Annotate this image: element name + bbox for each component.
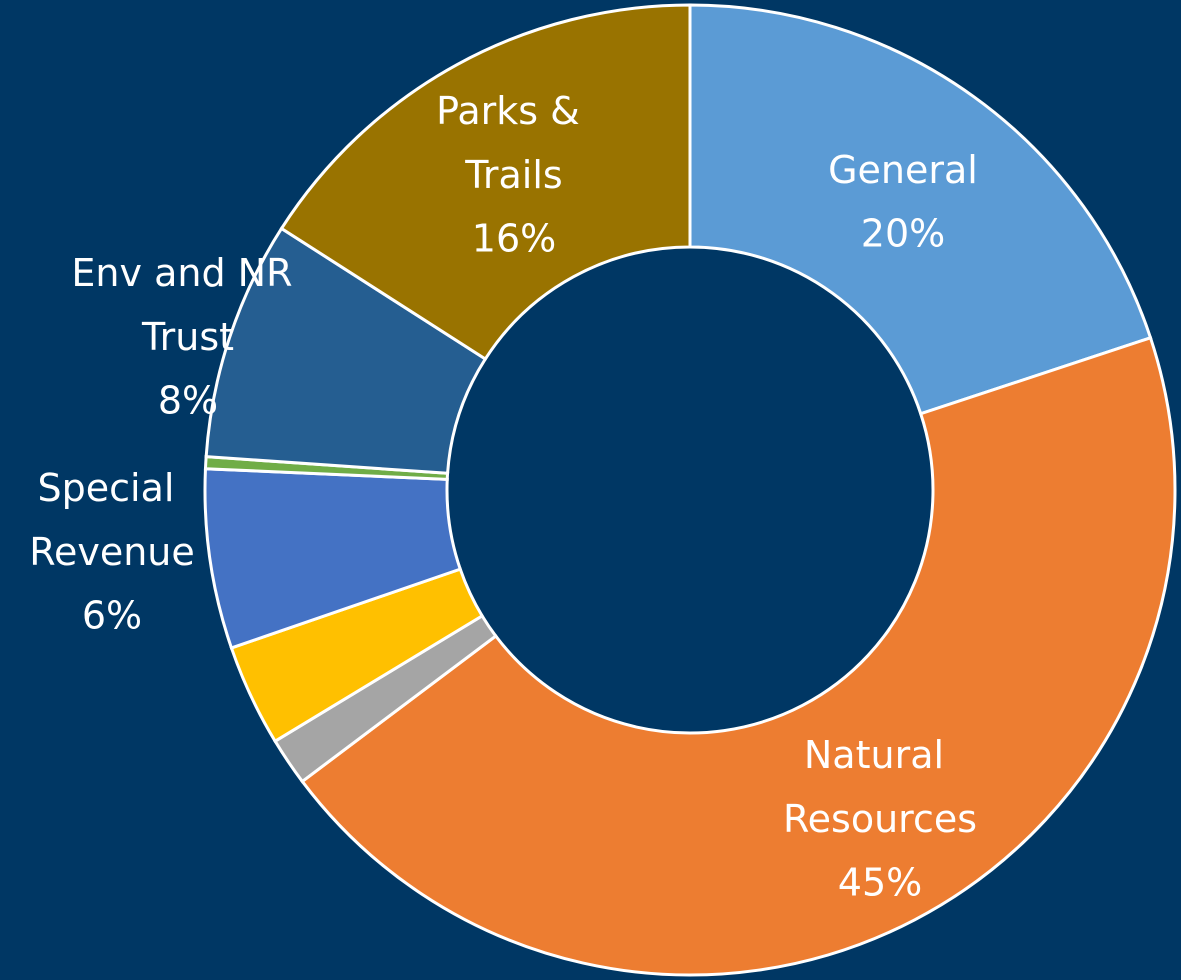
donut-segment xyxy=(279,3,692,362)
label-line: Revenue xyxy=(29,530,195,574)
label-line: Special xyxy=(38,466,187,510)
segment-value-label: 45% xyxy=(838,861,922,905)
label-line: Resources xyxy=(783,797,977,841)
label-line: Env and NR xyxy=(71,251,304,295)
label-line: Trails xyxy=(464,153,562,197)
segment-label: Env and NR Trust xyxy=(71,251,304,359)
label-line: Natural xyxy=(804,733,956,777)
segment-label: General xyxy=(828,148,978,192)
segment-label: Natural Resources xyxy=(783,733,977,841)
segment-value-label: 20% xyxy=(861,212,945,256)
label-line: Parks & xyxy=(436,89,592,133)
segment-value-label: 8% xyxy=(158,379,218,423)
donut-segment xyxy=(688,3,1153,416)
segment-label: Special Revenue xyxy=(29,466,195,574)
segment-value-label: 6% xyxy=(82,594,142,638)
donut-segment xyxy=(300,335,1177,977)
segment-value-label: 16% xyxy=(472,217,556,261)
label-line: General xyxy=(828,148,978,192)
segment-label: Parks & Trails xyxy=(436,89,592,197)
label-line: Trust xyxy=(141,315,234,359)
